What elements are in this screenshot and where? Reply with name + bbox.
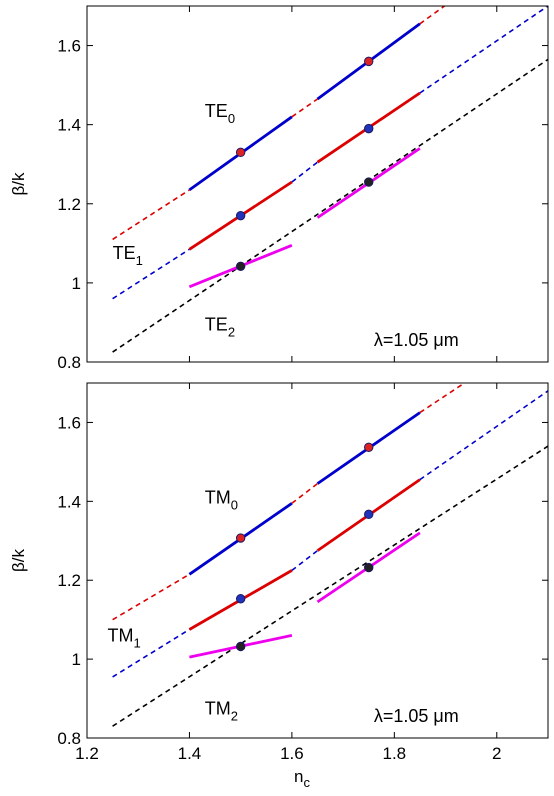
annotation-1: TE1 bbox=[113, 243, 143, 268]
y-tick-label-3: 1.4 bbox=[57, 492, 81, 511]
series-line-7 bbox=[291, 161, 318, 183]
data-point-3 bbox=[364, 123, 374, 134]
x-axis-label: nc bbox=[294, 767, 310, 790]
series-line-0 bbox=[112, 573, 190, 621]
x-tick-label-4: 2 bbox=[492, 744, 501, 763]
data-point-4 bbox=[235, 261, 246, 271]
y-tick-label-2: 1.2 bbox=[57, 571, 81, 590]
annotation-2: TE2 bbox=[205, 314, 235, 339]
annotation-subscript: 0 bbox=[231, 497, 238, 512]
axes-frame bbox=[86, 382, 549, 739]
data-point-1 bbox=[364, 442, 374, 452]
data-point-5 bbox=[364, 562, 374, 573]
annotation-text: TE bbox=[205, 101, 228, 121]
x-axis-label-sub: c bbox=[303, 775, 310, 790]
series-line-2 bbox=[291, 98, 318, 118]
series-line-10 bbox=[112, 445, 548, 727]
annotation-text: TM bbox=[205, 698, 231, 718]
annotation-text: TE bbox=[205, 314, 228, 334]
axes-frame bbox=[86, 5, 549, 363]
data-point-3 bbox=[364, 509, 374, 520]
data-point-5 bbox=[364, 177, 374, 187]
series-line-5 bbox=[112, 628, 190, 678]
data-point-0 bbox=[235, 533, 246, 543]
series-line-7 bbox=[291, 549, 318, 572]
data-point-4 bbox=[235, 641, 246, 652]
plot-area bbox=[112, 6, 548, 353]
annotation-3: λ=1.05 μm bbox=[374, 706, 459, 726]
y-axis-label: β/k bbox=[9, 172, 28, 196]
y-axis-label: β/k bbox=[9, 549, 28, 573]
series-line-5 bbox=[112, 248, 190, 300]
annotation-subscript: 0 bbox=[228, 111, 235, 126]
series-line-0 bbox=[112, 189, 190, 241]
annotation-0: TE0 bbox=[205, 101, 235, 126]
annotation-text: λ=1.05 μm bbox=[374, 706, 459, 726]
y-tick-label-1: 1 bbox=[72, 274, 81, 293]
x-tick-label-3: 1.8 bbox=[383, 744, 407, 763]
x-tick-label-2: 1.6 bbox=[280, 744, 304, 763]
annotation-0: TM0 bbox=[205, 487, 238, 512]
y-tick-label-1: 1 bbox=[72, 650, 81, 669]
y-tick-label-0: 0.8 bbox=[57, 353, 81, 372]
y-tick-label-3: 1.4 bbox=[57, 116, 81, 135]
annotation-2: TM2 bbox=[205, 698, 238, 723]
plot-area bbox=[112, 383, 548, 727]
series-line-9 bbox=[419, 390, 548, 481]
y-tick-label-0: 0.8 bbox=[57, 729, 81, 748]
x-tick-label-1: 1.4 bbox=[178, 744, 202, 763]
annotation-subscript: 1 bbox=[136, 253, 143, 268]
y-tick-label-2: 1.2 bbox=[57, 195, 81, 214]
data-point-1 bbox=[364, 56, 374, 67]
annotation-text: TM bbox=[107, 625, 133, 645]
annotation-text: TM bbox=[205, 487, 231, 507]
series-line-4 bbox=[419, 383, 466, 414]
annotation-text: TE bbox=[113, 243, 136, 263]
y-tick-label-4: 1.6 bbox=[57, 37, 81, 56]
y-tick-label-4: 1.6 bbox=[57, 413, 81, 432]
data-point-0 bbox=[235, 147, 246, 158]
annotation-3: λ=1.05 μm bbox=[374, 330, 459, 350]
annotation-subscript: 2 bbox=[231, 708, 238, 723]
annotation-text: λ=1.05 μm bbox=[374, 330, 459, 350]
annotation-subscript: 1 bbox=[133, 635, 140, 650]
series-line-10 bbox=[112, 58, 548, 353]
annotation-1: TM1 bbox=[107, 625, 140, 650]
series-line-9 bbox=[419, 6, 548, 94]
x-tick-label-0: 1.2 bbox=[75, 744, 99, 763]
data-point-2 bbox=[235, 210, 246, 221]
x-axis-label-main: n bbox=[294, 767, 303, 786]
series-line-4 bbox=[419, 6, 446, 25]
series-line-2 bbox=[291, 482, 318, 504]
data-point-2 bbox=[235, 594, 246, 604]
annotation-subscript: 2 bbox=[228, 324, 235, 339]
